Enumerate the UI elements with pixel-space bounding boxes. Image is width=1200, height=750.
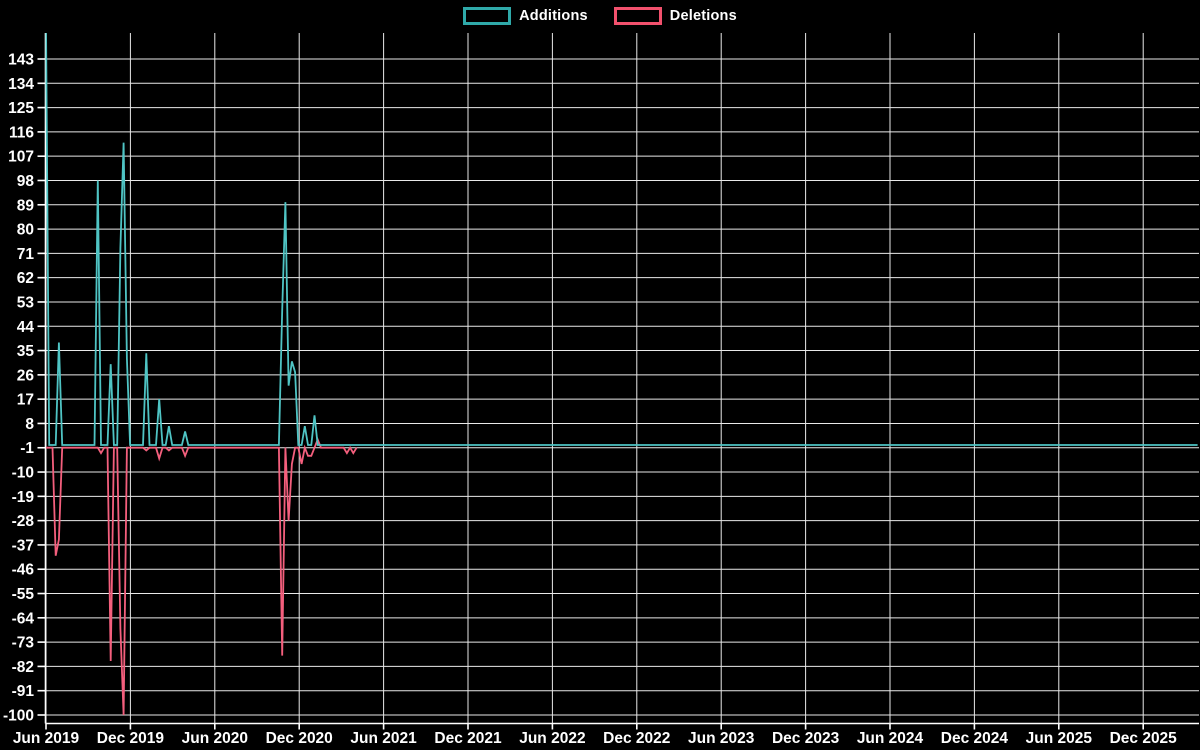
legend-item-additions: Additions — [463, 7, 588, 25]
x-tick-label: Dec 2021 — [434, 730, 502, 747]
y-tick-label: 8 — [25, 416, 34, 433]
x-tick-label: Dec 2024 — [941, 730, 1009, 747]
x-tick-label: Dec 2022 — [603, 730, 670, 747]
y-tick-label: 62 — [17, 270, 34, 287]
y-tick-label: -10 — [12, 465, 34, 482]
y-tick-label: 53 — [17, 294, 35, 311]
y-tick-label: 35 — [17, 343, 35, 360]
y-tick-label: 125 — [8, 100, 34, 117]
y-tick-label: 107 — [8, 149, 34, 166]
y-tick-label: 116 — [9, 124, 34, 141]
x-tick-label: Jun 2022 — [519, 730, 585, 747]
deletions-swatch-icon — [613, 7, 662, 25]
y-tick-label: -91 — [12, 683, 35, 700]
y-tick-label: -100 — [3, 708, 34, 725]
legend: Additions Deletions — [0, 7, 1200, 25]
y-tick-label: 26 — [17, 367, 35, 384]
x-gridlines — [45, 33, 1144, 724]
y-tick-label: 71 — [17, 246, 35, 263]
x-tick-labels: Jun 2019 Dec 2019 Jun 2020 Dec 2020 Jun 2021… — [13, 730, 1177, 747]
x-tick-label: Jun 2024 — [857, 730, 924, 747]
x-tick-label: Jun 2019 — [13, 730, 80, 747]
x-tick-label: Jun 2020 — [182, 730, 248, 747]
y-tick-label: 98 — [17, 173, 35, 190]
y-tick-label: -1 — [20, 440, 34, 457]
deletions-line — [46, 437, 358, 716]
additions-line — [45, 33, 1198, 446]
y-tick-label: 17 — [17, 392, 34, 409]
additions-swatch-icon — [463, 7, 512, 25]
y-tick-label: -19 — [12, 489, 35, 506]
legend-label-deletions: Deletions — [669, 8, 737, 24]
y-tick-label: -46 — [12, 562, 35, 579]
legend-item-deletions: Deletions — [613, 7, 737, 25]
y-tick-label: -37 — [12, 537, 34, 554]
y-tick-label: 80 — [17, 222, 34, 239]
y-tick-label: 89 — [17, 197, 35, 214]
y-tick-label: -55 — [12, 586, 35, 603]
y-tick-labels: 143 134 125 116 107 98 89 80 71 62 53 44 35 26 17 8 -1 -1… — [3, 51, 34, 724]
y-tick-label: 134 — [8, 76, 34, 93]
x-tick-label: Dec 2023 — [772, 730, 840, 747]
x-tick-label: Dec 2019 — [97, 730, 165, 747]
axes — [37, 33, 1199, 730]
y-tick-label: -64 — [12, 610, 35, 627]
x-tick-label: Jun 2023 — [688, 730, 755, 747]
y-tick-label: 44 — [17, 319, 35, 336]
y-tick-label: -82 — [12, 659, 34, 676]
legend-label-additions: Additions — [519, 8, 588, 24]
y-tick-label: -28 — [12, 513, 35, 530]
y-tick-label: 143 — [8, 51, 34, 68]
x-tick-label: Dec 2020 — [266, 730, 333, 747]
x-tick-label: Jun 2025 — [1026, 730, 1093, 747]
x-tick-label: Dec 2025 — [1110, 730, 1178, 747]
y-tick-label: -73 — [12, 635, 35, 652]
x-tick-label: Jun 2021 — [350, 730, 417, 747]
y-gridlines — [45, 58, 1199, 716]
